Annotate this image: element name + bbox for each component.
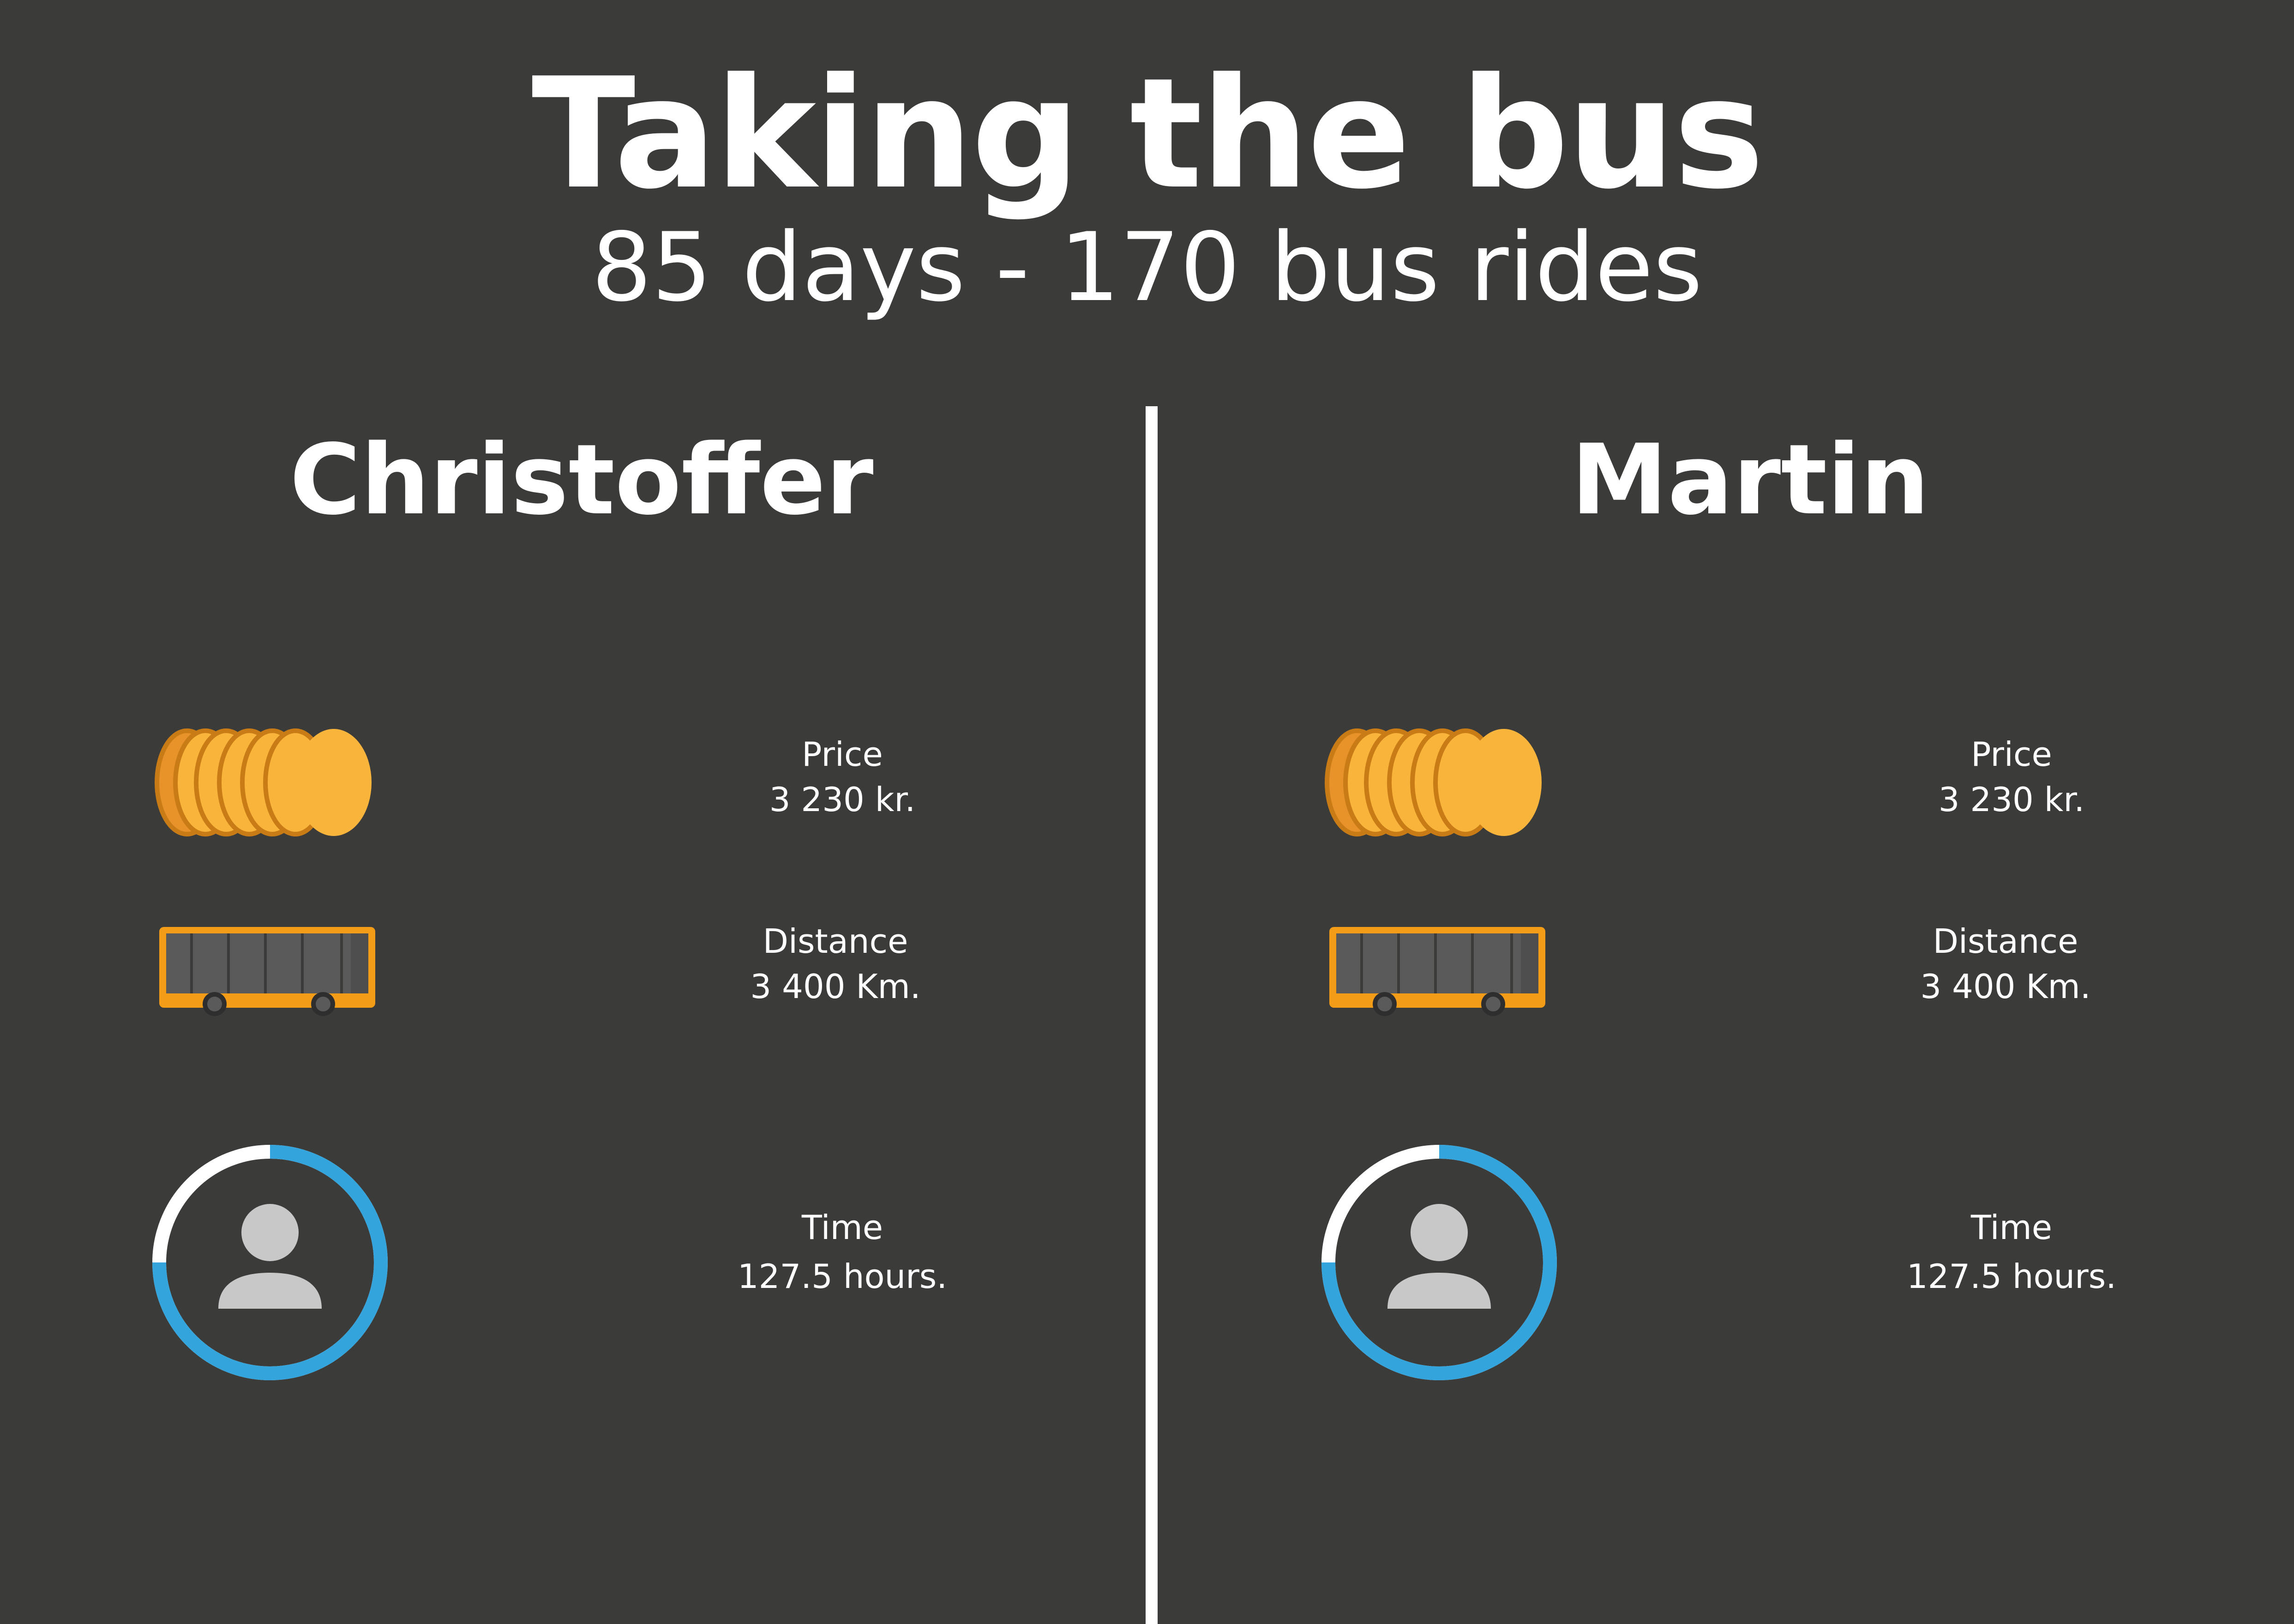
- coin-stack-icon: [155, 725, 376, 840]
- time-label: Time: [801, 1208, 883, 1247]
- price-value: 3 230 kr.: [1938, 780, 2085, 819]
- coin-stack-icon: [1325, 725, 1546, 840]
- stat-time-martin: Time 127.5 hours.: [1781, 1205, 2242, 1299]
- person-name-martin: Martin: [1571, 423, 1930, 536]
- distance-value: 3 400 Km.: [1920, 967, 2091, 1006]
- stat-distance-martin: Distance 3 400 Km.: [1775, 919, 2236, 1009]
- price-label: Price: [802, 735, 883, 774]
- person-clock-icon: [150, 1143, 390, 1383]
- stat-price-martin: Price 3 230 kr.: [1781, 732, 2242, 822]
- page-subtitle: 85 days - 170 bus rides: [591, 213, 1703, 323]
- person-clock-icon: [1319, 1143, 1559, 1383]
- distance-label: Distance: [1933, 922, 2078, 961]
- column-divider: [1146, 406, 1158, 1624]
- time-value: 127.5 hours.: [1906, 1257, 2117, 1296]
- time-label: Time: [1970, 1208, 2053, 1247]
- distance-label: Distance: [763, 922, 908, 961]
- price-value: 3 230 kr.: [769, 780, 916, 819]
- time-value: 127.5 hours.: [737, 1257, 948, 1296]
- stat-price-christoffer: Price 3 230 kr.: [612, 732, 1073, 822]
- page-title: Taking the bus: [531, 45, 1765, 223]
- person-name-christoffer: Christoffer: [289, 423, 874, 536]
- stat-distance-christoffer: Distance 3 400 Km.: [605, 919, 1066, 1009]
- price-label: Price: [1971, 735, 2052, 774]
- bus-icon: [157, 923, 378, 1020]
- bus-icon: [1327, 923, 1549, 1020]
- distance-value: 3 400 Km.: [750, 967, 921, 1006]
- stat-time-christoffer: Time 127.5 hours.: [612, 1205, 1073, 1299]
